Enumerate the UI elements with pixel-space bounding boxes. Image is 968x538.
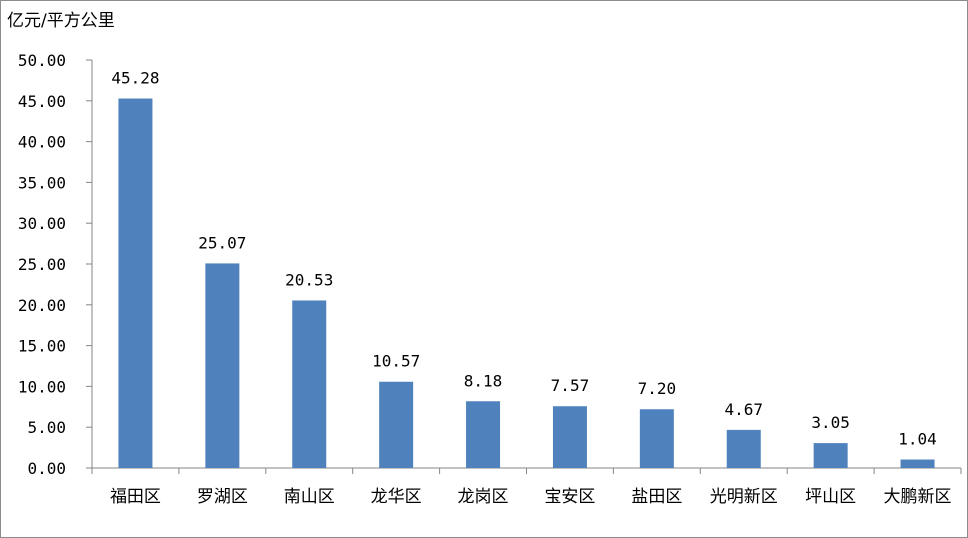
category-label: 坪山区 — [805, 487, 856, 507]
bar — [292, 300, 327, 468]
bar — [639, 409, 674, 468]
category-label: 龙华区 — [371, 487, 422, 507]
data-label: 45.28 — [111, 69, 159, 88]
bar — [552, 406, 587, 468]
bar — [379, 381, 414, 468]
bar — [726, 429, 761, 468]
y-tick-label: 0.00 — [27, 459, 66, 478]
category-label: 光明新区 — [710, 487, 778, 507]
data-label: 7.20 — [638, 379, 677, 398]
bar — [118, 98, 153, 468]
y-tick-label: 15.00 — [18, 337, 66, 356]
bar — [813, 443, 848, 468]
category-label: 盐田区 — [631, 487, 682, 507]
y-tick-label: 50.00 — [18, 51, 66, 70]
category-label: 福田区 — [110, 487, 161, 507]
data-label: 7.57 — [551, 376, 590, 395]
bar — [900, 459, 935, 468]
category-label: 宝安区 — [544, 487, 595, 507]
data-label: 10.57 — [372, 352, 420, 371]
y-tick-label: 30.00 — [18, 214, 66, 233]
category-label: 南山区 — [284, 487, 335, 507]
data-label: 25.07 — [198, 233, 246, 252]
data-label: 1.04 — [898, 430, 937, 449]
y-tick-label: 5.00 — [27, 418, 66, 437]
data-label: 8.18 — [464, 371, 503, 390]
category-label: 罗湖区 — [197, 487, 248, 507]
data-label: 4.67 — [724, 400, 763, 419]
category-label: 大鹏新区 — [884, 487, 952, 507]
category-label: 龙岗区 — [458, 487, 509, 507]
y-tick-label: 35.00 — [18, 173, 66, 192]
bar — [466, 401, 501, 468]
y-tick-label: 10.00 — [18, 377, 66, 396]
y-tick-label: 45.00 — [18, 92, 66, 111]
y-tick-label: 40.00 — [18, 133, 66, 152]
data-label: 3.05 — [811, 413, 850, 432]
data-label: 20.53 — [285, 270, 333, 289]
y-tick-label: 25.00 — [18, 255, 66, 274]
bar — [205, 263, 240, 468]
y-unit-label: 亿元/平方公里 — [7, 11, 115, 31]
y-tick-label: 20.00 — [18, 296, 66, 315]
